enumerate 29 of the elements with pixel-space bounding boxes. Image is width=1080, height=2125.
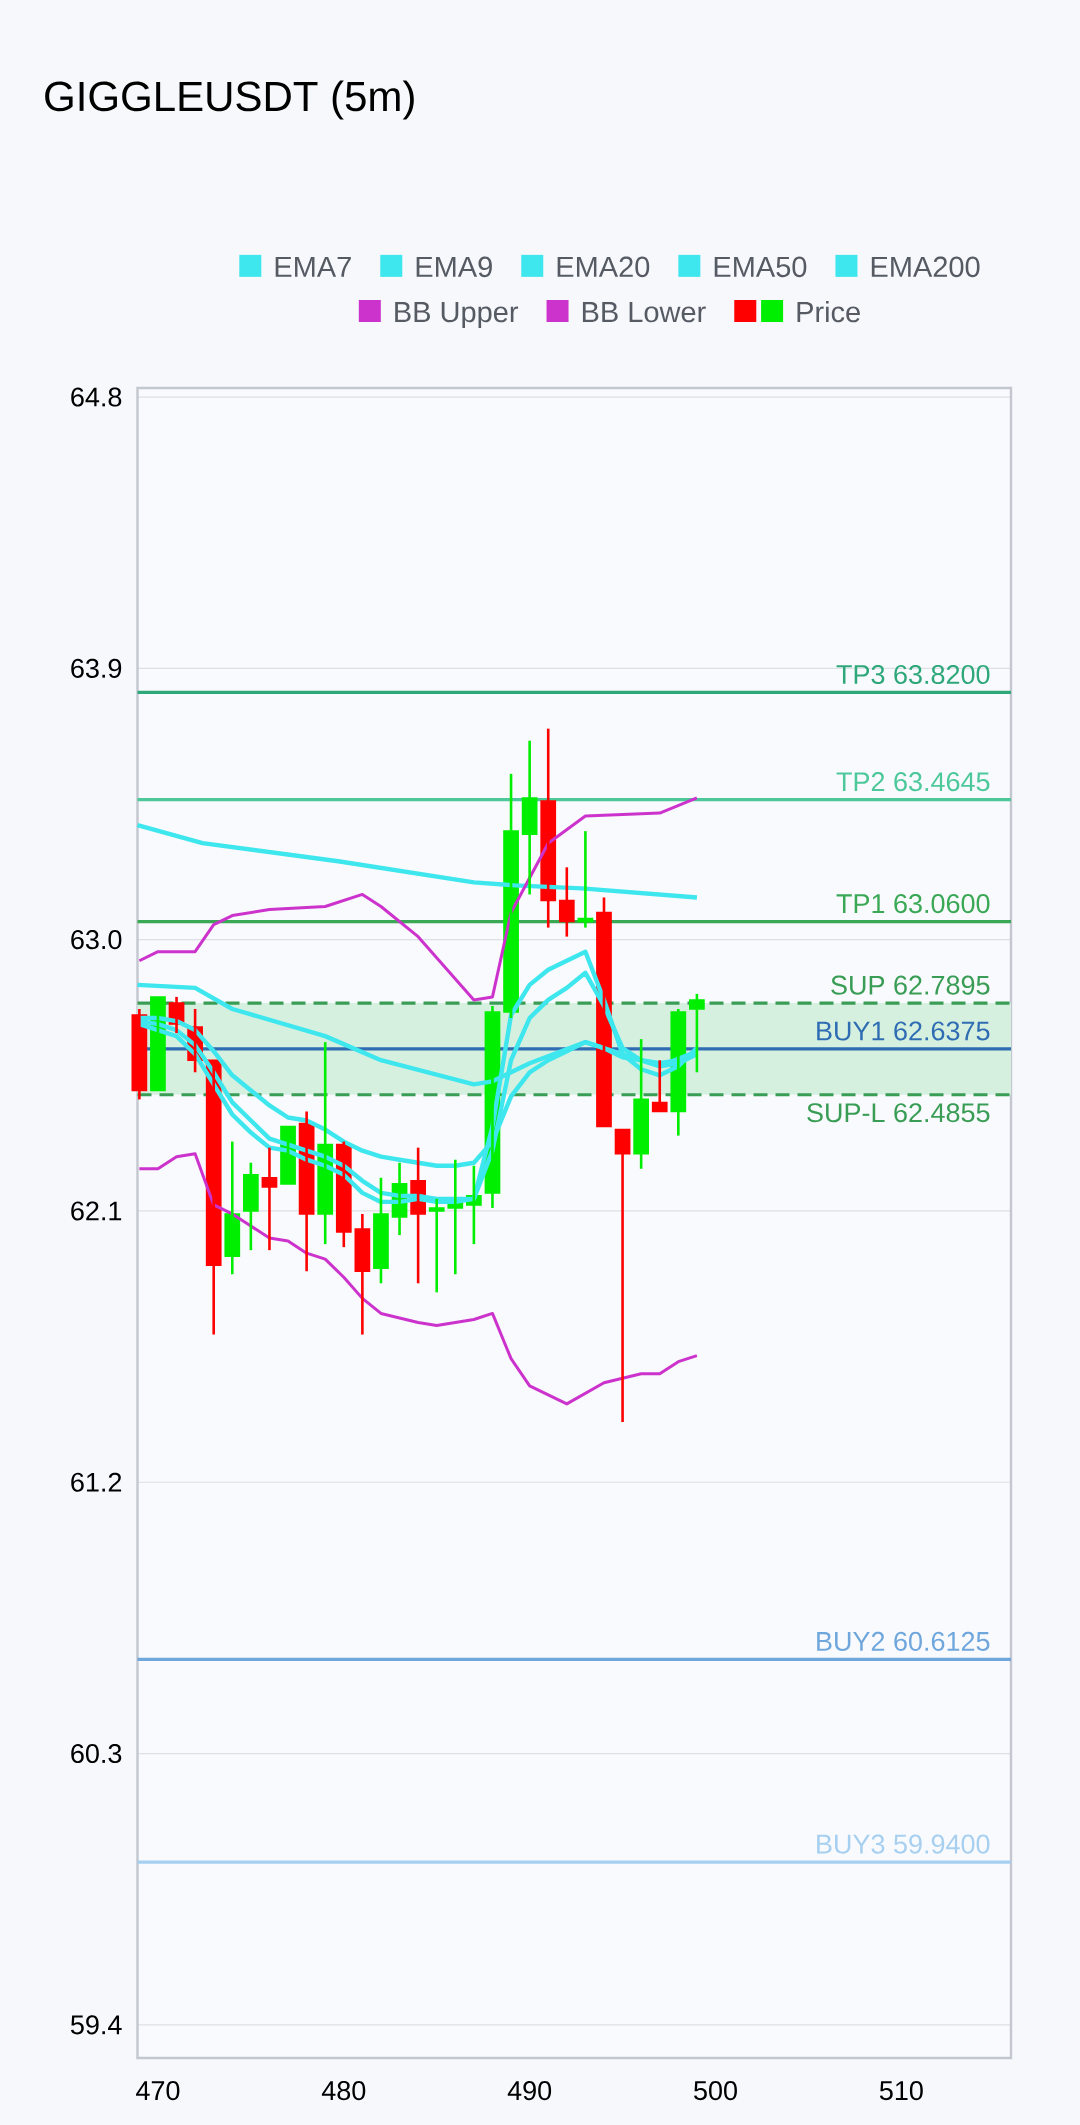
- ref-line-label: TP1 63.0600: [836, 894, 990, 914]
- ref-line-label: SUP-L 62.4855: [807, 1103, 990, 1123]
- x-tick-label: 480: [321, 2081, 366, 2101]
- y-tick-label: 61.2: [71, 1472, 122, 1492]
- x-tick-label: 500: [694, 2081, 737, 2101]
- y-tick-label: 63.0: [71, 930, 122, 950]
- ref-line-label: BUY1 62.6375: [817, 1021, 990, 1041]
- x-tick-label: 490: [507, 2081, 552, 2101]
- legend-label: EMA20: [557, 256, 650, 278]
- legend-label: EMA50: [714, 256, 807, 278]
- y-tick-label: 60.3: [71, 1744, 122, 1764]
- legend-label: EMA7: [275, 256, 351, 277]
- legend-label: BB Lower: [582, 302, 706, 323]
- ref-line-label: SUP 62.7895: [831, 975, 990, 995]
- ref-line-label: TP3 63.8200: [836, 664, 990, 685]
- y-tick-label: 64.8: [71, 387, 122, 407]
- ref-line-label: BUY2 60.6125: [817, 1631, 990, 1651]
- y-tick-label: 62.1: [71, 1201, 122, 1221]
- ref-line-label: BUY3 59.9400: [817, 1834, 990, 1854]
- x-tick-label: 510: [879, 2081, 923, 2101]
- legend-label: EMA9: [416, 256, 492, 278]
- chart-title: GIGGLEUSDT (5m): [45, 80, 414, 120]
- y-tick-label: 63.9: [71, 658, 122, 678]
- ref-line-label: TP2 63.4645: [836, 772, 990, 792]
- x-tick-label: 470: [136, 2081, 180, 2101]
- legend-label: BB Upper: [395, 302, 519, 329]
- legend-label: Price: [797, 300, 860, 323]
- y-tick-label: 59.4: [70, 2015, 122, 2035]
- legend-label: EMA200: [871, 256, 980, 278]
